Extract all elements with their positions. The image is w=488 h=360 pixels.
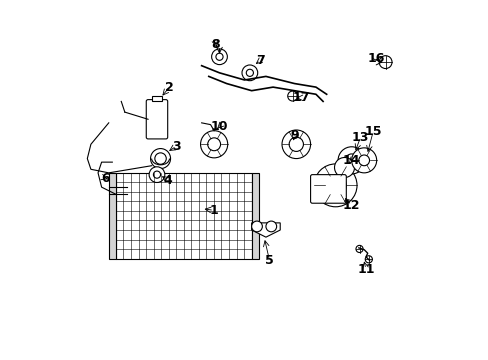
Circle shape — [334, 157, 354, 177]
Polygon shape — [251, 223, 280, 237]
Text: 3: 3 — [172, 140, 181, 153]
Circle shape — [153, 171, 160, 178]
Circle shape — [265, 221, 276, 232]
Text: 11: 11 — [356, 263, 374, 276]
Text: 6: 6 — [101, 172, 109, 185]
Circle shape — [378, 56, 391, 68]
Text: 15: 15 — [364, 125, 381, 138]
Text: 10: 10 — [210, 120, 228, 133]
Text: 13: 13 — [351, 131, 368, 144]
FancyBboxPatch shape — [146, 100, 167, 139]
Circle shape — [242, 65, 257, 81]
Text: 14: 14 — [342, 154, 360, 167]
Text: 9: 9 — [289, 129, 298, 142]
Circle shape — [251, 221, 262, 232]
Text: 16: 16 — [367, 52, 385, 65]
Circle shape — [149, 167, 164, 183]
Circle shape — [200, 131, 227, 158]
Circle shape — [155, 153, 166, 164]
Circle shape — [150, 149, 170, 168]
Circle shape — [351, 148, 376, 173]
Circle shape — [207, 138, 220, 151]
Text: 7: 7 — [256, 54, 264, 67]
FancyBboxPatch shape — [310, 175, 346, 203]
Text: 2: 2 — [165, 81, 174, 94]
Circle shape — [216, 53, 223, 60]
Circle shape — [337, 147, 365, 174]
Circle shape — [324, 175, 346, 196]
Circle shape — [365, 256, 372, 263]
Circle shape — [355, 246, 363, 252]
Text: 12: 12 — [342, 198, 360, 212]
Bar — [108, 173, 116, 258]
Text: 1: 1 — [209, 204, 218, 217]
Text: 5: 5 — [264, 254, 273, 267]
Circle shape — [246, 69, 253, 76]
Bar — [251, 173, 258, 258]
Circle shape — [313, 164, 356, 207]
Circle shape — [287, 91, 297, 101]
Circle shape — [358, 155, 369, 166]
Bar — [116, 173, 251, 258]
Circle shape — [288, 137, 303, 152]
Bar — [151, 96, 162, 102]
Text: 8: 8 — [211, 38, 220, 51]
Circle shape — [282, 130, 310, 158]
Text: 4: 4 — [163, 174, 172, 186]
Circle shape — [345, 154, 357, 167]
Text: 17: 17 — [292, 91, 310, 104]
Circle shape — [211, 49, 227, 64]
